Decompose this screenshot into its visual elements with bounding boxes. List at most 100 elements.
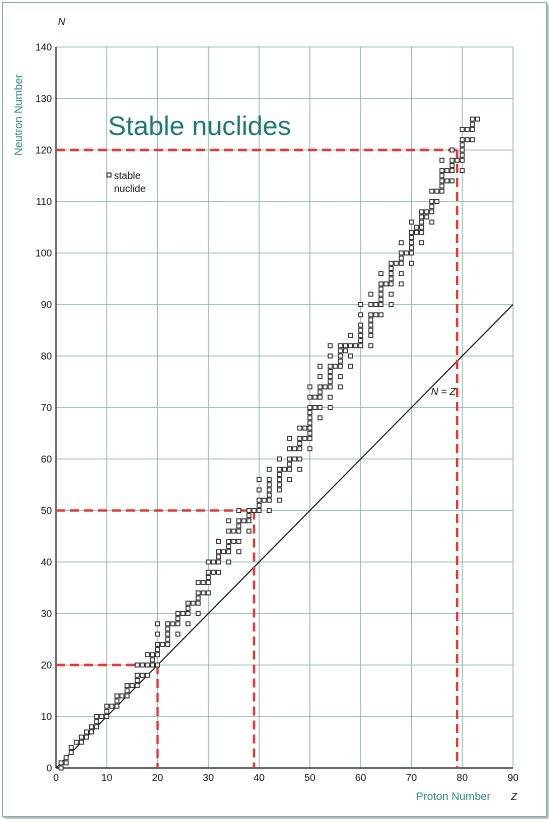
y-tick-label: 130 bbox=[35, 94, 52, 105]
nuclide-point bbox=[454, 157, 460, 163]
nuclide-point bbox=[236, 508, 242, 513]
nuclide-point bbox=[459, 142, 465, 148]
nuclide-point bbox=[180, 611, 186, 616]
nuclide-point bbox=[124, 688, 130, 694]
nuclide-point bbox=[175, 611, 181, 616]
nuclide-point bbox=[134, 672, 140, 678]
nuclide-point bbox=[155, 621, 161, 627]
nuclide-point bbox=[150, 662, 155, 668]
nuclide-point bbox=[276, 472, 282, 477]
nuclide-point bbox=[307, 410, 313, 416]
nuclide-point bbox=[368, 291, 374, 297]
nuclide-point bbox=[327, 374, 333, 380]
nuclide-point bbox=[241, 518, 247, 524]
nuclide-point bbox=[307, 384, 313, 390]
nuclide-point bbox=[144, 662, 150, 668]
nuclide-point bbox=[317, 389, 323, 395]
nuclide-point bbox=[424, 214, 430, 220]
nuclide-point bbox=[94, 724, 100, 730]
y-tick-label: 80 bbox=[41, 352, 53, 363]
nuclide-point bbox=[322, 384, 328, 390]
nuclide-point bbox=[307, 405, 313, 410]
nuclide-point bbox=[368, 332, 374, 338]
nuclide-point bbox=[378, 271, 384, 277]
nuclide-point bbox=[408, 235, 414, 241]
magic-guides bbox=[56, 148, 459, 768]
nuclide-point bbox=[266, 477, 272, 483]
nuclide-point bbox=[155, 631, 161, 637]
nuclide-point bbox=[266, 492, 272, 498]
nuclide-point bbox=[287, 466, 293, 472]
nuclide-point bbox=[134, 683, 140, 689]
nuclide-point bbox=[226, 538, 232, 544]
nuclide-point bbox=[327, 353, 333, 359]
nuclide-point bbox=[63, 760, 69, 766]
legend-label-line1: stable bbox=[114, 171, 141, 182]
nuclide-point bbox=[439, 157, 445, 163]
nuclide-point bbox=[327, 384, 333, 390]
nuclide-point bbox=[246, 518, 252, 524]
nuclide-point bbox=[307, 435, 313, 441]
nuclide-point bbox=[266, 466, 272, 472]
nuclide-point bbox=[297, 441, 303, 446]
nuclide-point bbox=[302, 425, 308, 431]
nuclide-point bbox=[312, 394, 318, 400]
nuclide-point bbox=[124, 683, 130, 689]
nuclide-point bbox=[210, 559, 216, 565]
nuclide-point bbox=[246, 528, 252, 534]
nuclide-point bbox=[185, 611, 191, 616]
nuclide-point bbox=[287, 456, 293, 462]
nuclide-point bbox=[469, 137, 475, 143]
nuclide-point bbox=[449, 162, 455, 168]
chart-title: Stable nuclides bbox=[108, 111, 291, 141]
nuclide-point bbox=[327, 394, 333, 400]
nuclide-point bbox=[388, 302, 394, 307]
nuclide-point bbox=[368, 322, 374, 328]
nuclide-point bbox=[78, 734, 84, 740]
nuclide-point bbox=[449, 157, 455, 163]
nuclide-point bbox=[307, 430, 313, 436]
nuclide-point bbox=[358, 327, 364, 333]
nuclide-point bbox=[464, 126, 470, 132]
x-tick-label: 10 bbox=[101, 773, 113, 784]
nuclide-point bbox=[378, 312, 384, 318]
nuclide-point bbox=[185, 605, 191, 611]
nuclide-point bbox=[348, 353, 353, 359]
nuclide-point bbox=[342, 343, 348, 349]
nuclide-point bbox=[419, 219, 425, 225]
nuclide-point bbox=[449, 147, 455, 153]
nuclide-point bbox=[226, 518, 232, 524]
grid bbox=[55, 46, 514, 769]
nuclide-point bbox=[383, 281, 389, 287]
nuclide-point bbox=[378, 302, 384, 307]
nuclide-point bbox=[114, 698, 120, 704]
x-tick-label: 80 bbox=[457, 773, 469, 784]
nuclide-point bbox=[368, 312, 374, 318]
nuclide-point bbox=[256, 508, 262, 513]
nuclide-point bbox=[175, 631, 181, 637]
nuclide-point bbox=[114, 693, 120, 699]
nuclide-point bbox=[408, 229, 414, 235]
nuclide-point bbox=[190, 600, 196, 606]
nuclide-point bbox=[449, 168, 455, 174]
nuclide-point bbox=[449, 178, 455, 184]
nuclide-point bbox=[165, 626, 171, 632]
nuclide-point bbox=[261, 497, 267, 503]
nuclide-point bbox=[388, 271, 394, 277]
nuclide-point bbox=[195, 580, 201, 586]
x-tick-label: 70 bbox=[406, 773, 418, 784]
nuclide-point bbox=[175, 621, 181, 627]
nuclide-point bbox=[337, 358, 343, 364]
nuclide-point bbox=[408, 219, 414, 225]
nuclide-point bbox=[398, 260, 404, 266]
nuclide-point bbox=[297, 466, 303, 472]
nuclide-point bbox=[276, 477, 282, 483]
nuclide-point bbox=[165, 621, 171, 627]
nuclide-point bbox=[165, 641, 171, 647]
nuclide-point bbox=[373, 312, 379, 318]
nuclide-point bbox=[276, 456, 282, 462]
nuclide-point bbox=[109, 703, 115, 709]
nuclide-point bbox=[337, 343, 343, 349]
nuclide-point bbox=[403, 250, 409, 256]
nuclide-point bbox=[94, 719, 100, 725]
